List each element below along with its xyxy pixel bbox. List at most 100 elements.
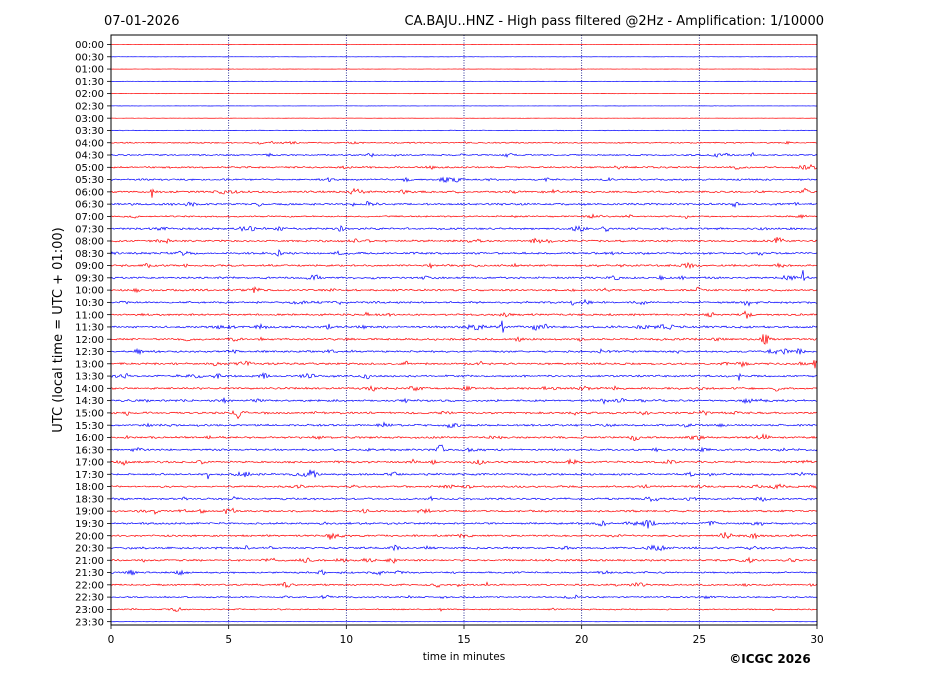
y-tick-label: 11:30: [75, 323, 104, 334]
x-tick-label: 20: [575, 634, 588, 646]
y-tick-label: 23:00: [75, 605, 104, 616]
x-tick-label: 25: [693, 634, 706, 646]
y-tick-label: 19:30: [75, 519, 104, 530]
y-tick-label: 00:00: [75, 40, 104, 51]
y-tick-label: 23:30: [75, 617, 104, 628]
trace-1830: [110, 495, 818, 503]
plot-frame: [110, 34, 818, 626]
y-tick-label: 22:00: [75, 580, 104, 591]
trace-2000: [110, 532, 818, 540]
y-tick-label: 04:00: [75, 138, 104, 149]
y-tick-label: 20:30: [75, 544, 104, 555]
y-tick-label: 09:00: [75, 261, 104, 272]
y-tick-label: 05:00: [75, 163, 104, 174]
y-tick-label: 08:00: [75, 237, 104, 248]
y-tick-label: 08:30: [75, 249, 104, 260]
y-tick-label: 12:00: [75, 335, 104, 346]
y-tick-label: 09:30: [75, 273, 104, 284]
y-tick-label: 11:00: [75, 310, 104, 321]
y-tick-label: 19:00: [75, 507, 104, 518]
y-tick-label: 21:00: [75, 556, 104, 567]
y-tick-label: 01:00: [75, 65, 104, 76]
y-tick-label: 16:30: [75, 445, 104, 456]
trace-1230: [110, 347, 818, 356]
y-tick-label: 07:30: [75, 224, 104, 235]
y-tick-label: 01:30: [75, 77, 104, 88]
trace-1530: [110, 421, 818, 429]
trace-1930: [110, 519, 818, 529]
trace-2300: [110, 606, 818, 612]
trace-1730: [110, 469, 818, 480]
x-axis-label: time in minutes: [423, 651, 505, 663]
y-tick-label: 14:00: [75, 384, 104, 395]
trace-0700: [110, 213, 818, 220]
y-tick-label: 10:30: [75, 298, 104, 309]
y-tick-label: 18:30: [75, 494, 104, 505]
date-label: 07-01-2026: [104, 14, 180, 29]
trace-1030: [110, 298, 818, 307]
trace-1800: [110, 483, 818, 490]
y-tick-label: 15:00: [75, 409, 104, 420]
trace-1330: [110, 372, 818, 381]
trace-1400: [110, 385, 818, 392]
copyright: ©ICGC 2026: [729, 652, 811, 666]
x-tick-label: 0: [108, 634, 115, 646]
trace-2200: [110, 581, 818, 589]
trace-0630: [110, 201, 818, 208]
trace-1100: [110, 310, 818, 319]
x-tick-label: 10: [340, 634, 353, 646]
trace-0430: [110, 152, 818, 158]
y-tick-label: 00:30: [75, 52, 104, 63]
y-tick-label: 15:30: [75, 421, 104, 432]
trace-0930: [110, 270, 818, 281]
trace-1900: [110, 507, 818, 515]
chart-title: CA.BAJU..HNZ - High pass filtered @2Hz -…: [405, 14, 825, 29]
y-tick-label: 07:00: [75, 212, 104, 223]
trace-0900: [110, 262, 818, 270]
trace-0500: [110, 164, 818, 170]
trace-1300: [110, 360, 818, 369]
trace-1700: [110, 458, 818, 466]
y-tick-label: 12:30: [75, 347, 104, 358]
trace-0330: [110, 129, 818, 132]
y-tick-label: 10:00: [75, 286, 104, 297]
y-tick-label: 13:30: [75, 372, 104, 383]
trace-0830: [110, 249, 818, 257]
trace-0600: [111, 187, 818, 198]
y-tick-label: 03:00: [75, 114, 104, 125]
y-tick-label: 02:30: [75, 102, 104, 113]
y-tick-label: 05:30: [75, 175, 104, 186]
trace-0530: [110, 176, 818, 184]
y-axis-label: UTC (local time = UTC + 01:00): [51, 227, 66, 432]
y-tick-label: 03:30: [75, 126, 104, 137]
y-tick-label: 20:00: [75, 531, 104, 542]
y-tick-label: 13:00: [75, 359, 104, 370]
y-tick-label: 18:00: [75, 482, 104, 493]
trace-2100: [110, 556, 818, 564]
x-tick-label: 30: [810, 634, 823, 646]
y-tick-label: 04:30: [75, 151, 104, 162]
y-tick-label: 06:00: [75, 187, 104, 198]
trace-1430: [110, 397, 818, 405]
trace-2030: [110, 544, 818, 552]
trace-1600: [110, 433, 818, 442]
trace-1000: [110, 286, 818, 294]
x-tick-label: 5: [225, 634, 232, 646]
y-tick-label: 17:30: [75, 470, 104, 481]
trace-0800: [110, 237, 818, 245]
trace-2130: [110, 569, 818, 576]
x-tick-label: 15: [457, 634, 470, 646]
trace-2230: [110, 594, 818, 600]
y-tick-label: 21:30: [75, 568, 104, 579]
y-tick-label: 16:00: [75, 433, 104, 444]
y-tick-label: 17:00: [75, 458, 104, 469]
trace-1130: [110, 320, 818, 333]
trace-1500: [110, 409, 818, 420]
y-tick-label: 22:30: [75, 593, 104, 604]
trace-1200: [110, 334, 818, 345]
trace-1630: [110, 444, 818, 453]
trace-0730: [110, 225, 818, 233]
trace-0400: [110, 140, 818, 145]
